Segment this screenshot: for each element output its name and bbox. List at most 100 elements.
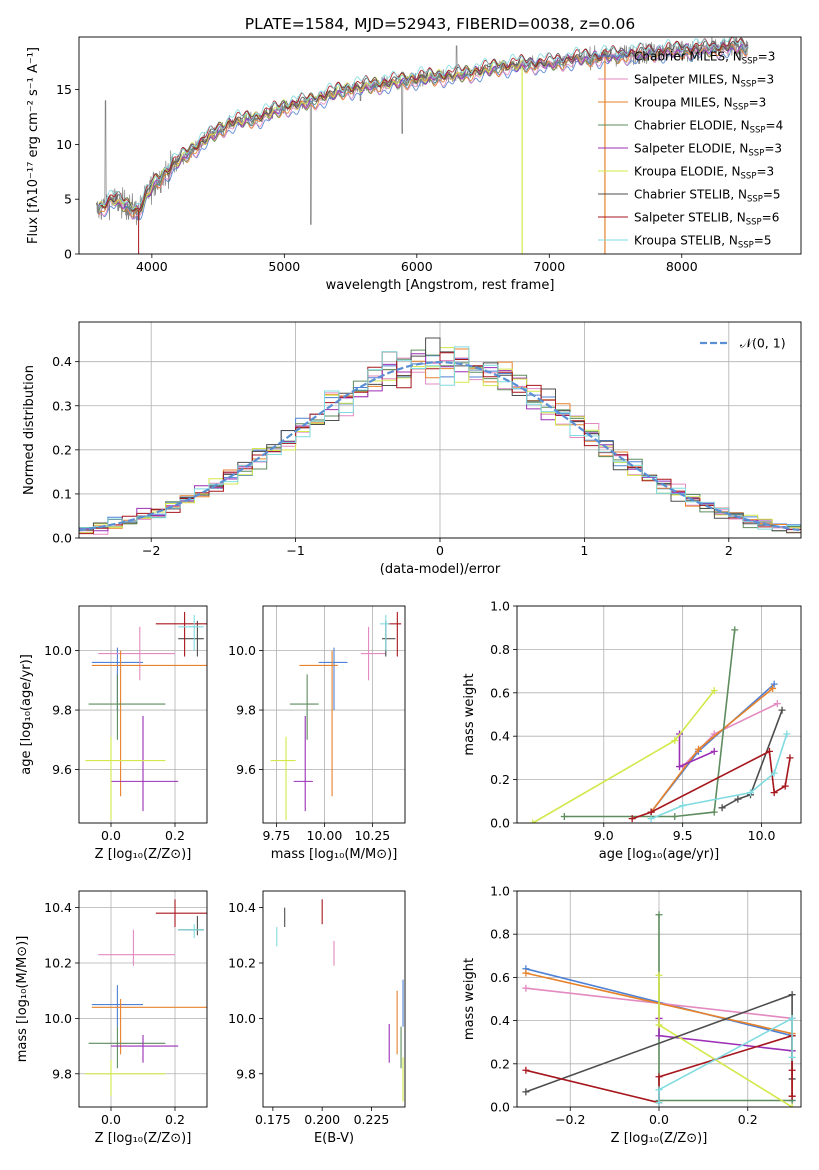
errorbar-point xyxy=(380,614,390,651)
normal-reference-curve xyxy=(79,360,801,532)
y-tick-label: 10.0 xyxy=(44,1011,72,1026)
mass-weight-marker xyxy=(710,747,718,755)
y-tick-label: 15 xyxy=(56,82,72,97)
y-tick-label: 0.8 xyxy=(490,642,510,657)
axes-frame xyxy=(78,605,208,824)
spectrum-legend: Chabrier MILES, NSSP=3 Salpeter MILES, NS… xyxy=(598,50,783,251)
mass-weight-marker xyxy=(788,1053,796,1061)
x-axis-label: Z [log₁₀(Z/Z⊙)] xyxy=(611,1131,708,1146)
y-tick-label: 0.2 xyxy=(490,772,510,787)
mass-vs-metallicity-panel: 0.0 0.2 9.8 10.0 10.2 10.4 Z [log₁₀(Z/Z⊙)] mass… xyxy=(15,890,208,1146)
mass-weight-marker xyxy=(522,1088,530,1096)
y-tick-label: 0.4 xyxy=(490,1013,510,1028)
age-vs-metallicity-panel: 0.0 0.2 9.6 9.8 10.0 Z [log₁₀(Z/Z⊙)] age [log₁… xyxy=(19,605,208,862)
errorbar-point xyxy=(293,715,313,812)
mass-weight-marker xyxy=(671,812,679,820)
errorbar-point xyxy=(318,647,348,711)
y-tick-label: 0.2 xyxy=(490,1056,510,1071)
x-tick-label: 9.0 xyxy=(594,828,614,843)
residual-histogram xyxy=(79,351,801,535)
mass-weight-marker xyxy=(770,680,778,688)
y-tick-label: 1.0 xyxy=(490,599,510,614)
y-tick-label: 0.4 xyxy=(490,729,510,744)
x-tick-label: 7000 xyxy=(533,259,565,274)
x-tick-label: −1 xyxy=(286,543,304,558)
y-axis-label: mass weight xyxy=(462,673,477,755)
y-axis-label: Normed distribution xyxy=(22,365,37,495)
y-axis-label: Flux [fλ10⁻¹⁷ erg cm⁻² s⁻¹ A⁻¹] xyxy=(26,47,41,244)
y-tick-label: 1.0 xyxy=(490,884,510,899)
x-tick-label: 0.0 xyxy=(101,828,121,843)
plot-area xyxy=(529,626,794,823)
axes-frame xyxy=(262,890,406,1108)
y-tick-label: 0.6 xyxy=(490,970,510,985)
y-tick-label: 0.8 xyxy=(490,927,510,942)
plot-area xyxy=(270,611,402,821)
mass-weight-marker xyxy=(770,769,778,777)
errorbar-point xyxy=(111,715,179,812)
mass-weight-marker xyxy=(765,747,773,755)
mass-weight-marker xyxy=(731,626,739,634)
mass-weight-line xyxy=(564,629,736,818)
legend-label: 𝒩(0, 1) xyxy=(740,336,786,351)
mass-weight-marker xyxy=(655,971,663,979)
plot-area xyxy=(79,337,801,535)
figure-title: PLATE=1584, MJD=52943, FIBERID=0038, z=0… xyxy=(245,15,635,33)
x-tick-label: 0.2 xyxy=(165,1112,185,1127)
x-tick-label: 5000 xyxy=(268,259,300,274)
x-tick-label: 10.00 xyxy=(307,828,343,843)
x-axis-label: (data-model)/error xyxy=(380,562,501,577)
plot-area xyxy=(85,611,207,821)
residuals-legend: 𝒩(0, 1) xyxy=(700,336,786,351)
y-tick-label: 0 xyxy=(64,247,72,262)
x-tick-label: 0.0 xyxy=(649,1112,669,1127)
x-tick-label: 1 xyxy=(580,543,588,558)
mass-weight-marker xyxy=(773,700,781,708)
mass-weight-marker xyxy=(781,782,789,790)
y-tick-label: 5 xyxy=(64,192,72,207)
mass-weight-marker xyxy=(770,789,778,797)
x-axis-label: wavelength [Angstrom, rest frame] xyxy=(326,278,555,293)
errorbar-point xyxy=(88,674,166,740)
y-tick-label: 0.0 xyxy=(490,1100,510,1115)
model-spectrum-line xyxy=(98,37,748,210)
mass-weight-marker xyxy=(788,1103,796,1107)
model-spectrum-line xyxy=(98,45,748,221)
mass-weight-marker xyxy=(786,754,794,762)
x-tick-label: 2 xyxy=(725,543,733,558)
x-tick-label: 9.5 xyxy=(673,828,693,843)
y-tick-label: 0.1 xyxy=(52,486,72,501)
legend-label: Chabrier MILES, NSSP=3 xyxy=(634,50,775,67)
model-spectrum-line xyxy=(98,37,748,213)
x-tick-label: 9.75 xyxy=(263,828,291,843)
mass-weight-marker xyxy=(718,804,726,812)
errorbar-point xyxy=(387,611,402,657)
x-axis-label: E(B-V) xyxy=(314,1131,354,1146)
mass-weight-marker xyxy=(710,687,718,695)
legend-label: Chabrier ELODIE, NSSP=4 xyxy=(634,119,783,136)
plot-area xyxy=(276,899,404,1102)
y-tick-label: 10.2 xyxy=(228,956,256,971)
mass-weight-marker xyxy=(694,745,702,753)
y-tick-label: 10.4 xyxy=(228,900,256,915)
mass-weight-line xyxy=(658,1018,793,1052)
x-tick-label: 0.225 xyxy=(354,1112,390,1127)
axes-frame xyxy=(516,605,802,824)
mass-weight-marker xyxy=(676,763,684,771)
errorbar-point xyxy=(85,736,166,821)
x-tick-label: 0.200 xyxy=(304,1112,340,1127)
x-tick-label: 8000 xyxy=(666,259,698,274)
y-tick-label: 9.6 xyxy=(236,762,256,777)
x-tick-label: 0.2 xyxy=(738,1112,758,1127)
residuals-panel: −2 −1 0 1 2 0.0 0.1 0.2 0.3 0.4 (data-model)/error… xyxy=(22,321,802,577)
mass-vs-ebv-panel: 0.175 0.200 0.225 9.8 10.0 10.2 10.4 E(B-V) xyxy=(228,890,406,1146)
y-axis-label: mass [log₁₀(M/M⊙)] xyxy=(15,936,30,1063)
y-tick-label: 0.0 xyxy=(52,531,72,546)
errorbar-point xyxy=(178,915,204,936)
residual-histogram xyxy=(79,346,801,530)
y-tick-label: 10.2 xyxy=(44,956,72,971)
legend-label: Kroupa MILES, NSSP=3 xyxy=(634,96,766,113)
legend-label: Salpeter MILES, NSSP=3 xyxy=(634,73,774,90)
y-tick-label: 9.8 xyxy=(52,703,72,718)
errorbar-point xyxy=(299,650,338,797)
